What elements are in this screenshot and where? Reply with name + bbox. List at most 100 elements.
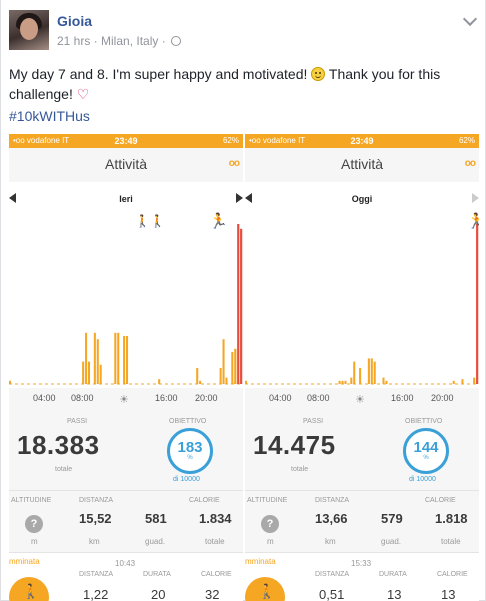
activity-distance-label: DISTANZA: [315, 571, 350, 578]
calories-label: CALORIE: [189, 497, 220, 504]
distance-value: 13,66: [315, 511, 348, 526]
chevron-down-icon[interactable]: [462, 11, 478, 27]
prev-day-arrow-icon[interactable]: [245, 193, 252, 203]
activity-calories-label: CALORIE: [201, 571, 232, 578]
walking-bar: [93, 332, 96, 384]
carrier-text: •oo vodafone IT: [13, 136, 70, 145]
walking-bar: [87, 361, 91, 384]
running-bar: [240, 228, 243, 384]
calories-value: 1.834: [199, 511, 232, 526]
walking-bar: [461, 379, 464, 384]
status-bar: •oo vodafone IT 23:49 62%: [245, 134, 479, 148]
walking-bar: [370, 358, 373, 384]
app-bar: Attività oo: [9, 148, 243, 182]
distance-label: DISTANZA: [79, 497, 114, 504]
calories-unit: totale: [205, 537, 225, 546]
walking-bar: [222, 339, 225, 384]
activity-type: mminata: [245, 557, 276, 566]
activity-duration-value: 13: [387, 587, 402, 601]
phone-screenshot-oggi[interactable]: •oo vodafone IT 23:49 62% Attività oo Og…: [245, 134, 479, 601]
walking-icon: 🚶🚶: [135, 214, 165, 228]
calories-value: 1.818: [435, 511, 468, 526]
walking-bar: [9, 380, 12, 384]
walking-bar: [199, 380, 202, 384]
axis-tick: 08:00: [307, 393, 330, 403]
next-day-arrow-icon[interactable]: [472, 193, 479, 203]
walking-bar: [452, 380, 455, 384]
next-day-arrow-icon[interactable]: [236, 193, 243, 203]
walking-bar: [114, 332, 117, 384]
walking-bar: [231, 352, 234, 384]
running-bar: [476, 224, 479, 384]
details-row: ALTITUDINE DISTANZA CALORIE ? m 15,52 km…: [9, 490, 243, 550]
goal-target: di 10000: [173, 476, 200, 483]
walking-bar: [225, 377, 228, 384]
avatar[interactable]: [9, 10, 49, 50]
post-text-part1: My day 7 and 8. I'm super happy and moti…: [9, 66, 312, 82]
post-meta: 21 hrs · Milan, Italy ·: [57, 34, 182, 48]
goal-ring[interactable]: 183 %: [167, 428, 213, 474]
post-text: My day 7 and 8. I'm super happy and moti…: [9, 64, 479, 104]
app-bar: Attività oo: [245, 148, 479, 182]
steps-summary: PASSI 14.475 totale OBIETTIVO 144 % di 1…: [245, 410, 479, 490]
steps-per-value: 581: [145, 511, 167, 526]
activity-distance-label: DISTANZA: [79, 571, 114, 578]
day-label: Oggi: [351, 194, 373, 204]
goal-ring[interactable]: 144 %: [403, 428, 449, 474]
activity-calories-label: CALORIE: [437, 571, 468, 578]
question-icon[interactable]: ?: [261, 515, 279, 533]
altitude-unit: m: [267, 537, 274, 546]
status-bar: •oo vodafone IT 23:49 62%: [9, 134, 243, 148]
axis-tick: 04:00: [269, 393, 292, 403]
walking-bar: [353, 361, 356, 384]
prev-day-arrow-icon[interactable]: [9, 193, 16, 203]
post-header: Gioia 21 hrs · Milan, Italy ·: [9, 10, 479, 54]
walking-bar: [473, 377, 476, 384]
menu-icon[interactable]: oo: [228, 158, 240, 169]
hashtag-link[interactable]: #10kWITHus: [9, 108, 90, 124]
altitude-label: ALTITUDINE: [11, 497, 52, 504]
steps-value: 18.383: [17, 430, 100, 460]
steps-label: PASSI: [67, 418, 88, 425]
phone-screenshot-ieri[interactable]: •oo vodafone IT 23:49 62% Attività oo Ie…: [9, 134, 243, 601]
activity-duration-value: 20: [151, 587, 166, 601]
activity-entry[interactable]: mminata 10:43 DISTANZA DURATA CALORIE 🚶 …: [9, 552, 243, 601]
time-axis: 04:00 08:00 ☀ 16:00 20:00: [245, 388, 479, 408]
distance-value: 15,52: [79, 511, 112, 526]
goal-target: di 10000: [409, 476, 436, 483]
activity-chart: Ieri 🚶🚶 🏃: [9, 182, 243, 392]
globe-icon: [171, 36, 182, 46]
question-icon[interactable]: ?: [25, 515, 43, 533]
goal-percent-sign: %: [423, 455, 429, 461]
axis-tick: 16:00: [391, 393, 414, 403]
walking-bar: [126, 336, 129, 384]
menu-icon[interactable]: oo: [464, 158, 476, 169]
clock-text: 23:49: [350, 136, 374, 146]
running-icon: 🏃: [209, 213, 228, 230]
activity-time: 15:33: [351, 559, 372, 568]
attached-screenshots[interactable]: •oo vodafone IT 23:49 62% Attività oo Ie…: [9, 134, 479, 601]
author-name[interactable]: Gioia: [57, 13, 93, 29]
walking-bar: [344, 380, 347, 384]
smile-emoji-icon: [311, 67, 326, 81]
activity-distance-value: 0,51: [319, 587, 345, 601]
heart-emoji-icon: ♡: [76, 86, 90, 102]
sun-icon: ☀: [119, 394, 129, 406]
goal-percent-sign: %: [187, 455, 193, 461]
goal-label: OBIETTIVO: [405, 418, 443, 425]
goal-label: OBIETTIVO: [169, 418, 207, 425]
activity-entry[interactable]: mminata 15:33 DISTANZA DURATA CALORIE 🚶 …: [245, 552, 479, 601]
post-meta-text[interactable]: 21 hrs · Milan, Italy ·: [57, 34, 166, 48]
steps-value: 14.475: [253, 430, 336, 460]
bar-chart: [9, 224, 243, 385]
clock-text: 23:49: [114, 136, 138, 146]
activity-distance-value: 1,22: [83, 587, 109, 601]
details-row: ALTITUDINE DISTANZA CALORIE ? m 13,66 km…: [245, 490, 479, 550]
goal-percent: 183: [177, 439, 203, 456]
walking-bar: [245, 380, 248, 384]
activity-duration-label: DURATA: [379, 571, 407, 578]
walking-icon: 🚶: [9, 577, 49, 601]
walking-bar: [117, 332, 120, 384]
calories-label: CALORIE: [425, 497, 456, 504]
